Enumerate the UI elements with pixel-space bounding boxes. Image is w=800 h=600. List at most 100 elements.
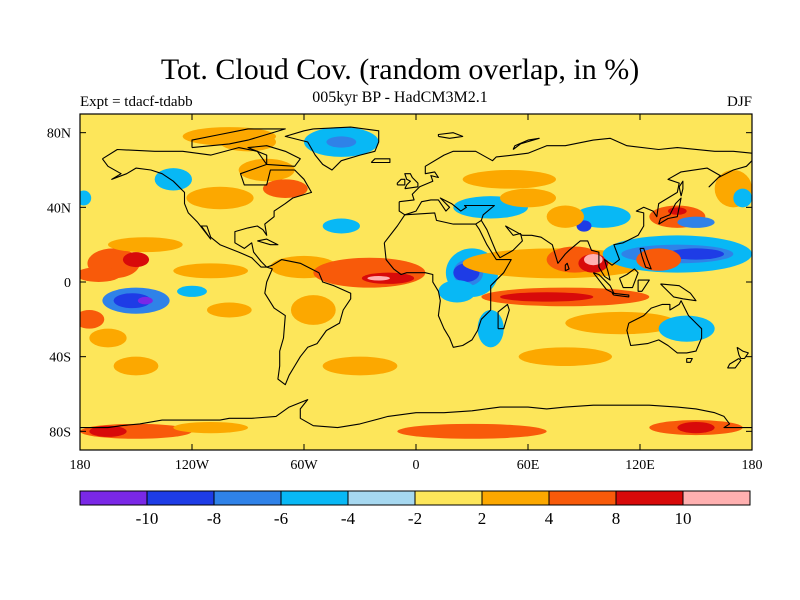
coastline-java: [611, 292, 630, 298]
colorbar-label-3: -4: [341, 509, 356, 528]
field-feature-57: [182, 127, 276, 146]
colorbar-box-7: [548, 490, 617, 506]
field-feature-45: [238, 158, 295, 182]
field-feature-60: [397, 423, 547, 439]
field-feature-43: [326, 136, 357, 148]
field-feature-51: [80, 190, 92, 206]
coastline-tasmania: [686, 357, 693, 363]
field-feature-50: [733, 188, 752, 208]
coastline-svalbard: [437, 132, 464, 139]
field-feature-13: [290, 295, 336, 325]
coastline-madagascar: [497, 303, 510, 330]
coastline-novaya-zemlya: [512, 137, 540, 150]
coastline-australia: [626, 300, 703, 354]
field-feature-52: [565, 311, 678, 335]
coastline-philippines: [639, 247, 652, 270]
season-label: DJF: [726, 94, 752, 110]
y-tick-label-4: 80S: [49, 425, 71, 440]
x-tick-label-2: 60W: [290, 458, 318, 473]
field-feature-5: [113, 293, 151, 309]
colorbar-box-8: [615, 490, 684, 506]
coastline-greenland: [284, 126, 380, 171]
colorbar-box-4: [347, 490, 416, 506]
field-feature-11: [108, 237, 183, 253]
colorbar-label-7: 8: [612, 509, 621, 528]
coastline-arabia-gap: [475, 219, 482, 225]
coastline-sakhalin: [678, 180, 684, 197]
colorbar-box-6: [481, 490, 550, 506]
y-tick-label-1: 40N: [47, 201, 71, 216]
field-feature-10: [206, 302, 252, 318]
field-feature-62: [677, 422, 715, 434]
colorbar-label-1: -8: [207, 509, 221, 528]
coastline-new-zealand-south: [727, 358, 742, 369]
field-feature-28: [584, 254, 603, 266]
colorbar-label-5: 2: [478, 509, 487, 528]
colorbar-box-1: [146, 490, 215, 506]
field-feature-1: [122, 252, 150, 268]
field-feature-2: [80, 267, 122, 282]
coastline-borneo: [618, 268, 639, 289]
colorbar-box-2: [213, 490, 282, 506]
field-feature-41: [462, 170, 556, 189]
x-tick-label-1: 120W: [175, 458, 210, 473]
coastline-new-guinea: [660, 283, 697, 302]
coastline-sumatra: [592, 272, 615, 294]
field-feature-46: [262, 179, 308, 199]
colorbar-box-5: [414, 490, 483, 506]
colorbar-box-0: [79, 490, 148, 506]
field-feature-25: [500, 292, 594, 302]
field-feature-7: [80, 310, 105, 329]
field-feature-40: [500, 188, 556, 208]
coastline-eurasia: [398, 137, 752, 281]
x-tick-label-6: 180: [742, 458, 763, 473]
field-feature-55: [322, 356, 398, 376]
field-feature-3: [173, 263, 248, 279]
field-base: [80, 114, 752, 450]
field-feature-21: [438, 280, 476, 303]
field-feature-35: [677, 216, 715, 228]
coastline-iceland: [370, 158, 391, 164]
y-tick-label-0: 80N: [47, 127, 71, 142]
field-feature-6: [137, 296, 153, 305]
colorbar-label-0: -10: [136, 509, 159, 528]
coastline-south-america: [264, 259, 352, 386]
cloud-cover-field: [80, 114, 752, 450]
x-axis: 180 120W 60W 0 60E 120E 180: [70, 114, 763, 473]
coastline-africa: [383, 212, 512, 348]
field-feature-53: [658, 315, 715, 342]
field-feature-14: [322, 218, 361, 234]
field-feature-17: [367, 276, 390, 281]
field-feature-59: [89, 425, 127, 437]
y-tick-label-2: 0: [64, 276, 71, 291]
experiment-label: Expt = tdacf-tdabb: [80, 94, 193, 110]
colorbar-label-8: 10: [675, 509, 692, 528]
coastline-arctic-islands: [191, 128, 286, 149]
coastline-cuba: [257, 238, 279, 246]
coastline-sri-lanka: [564, 262, 570, 272]
coastline-japan: [658, 197, 682, 225]
colorbar-box-3: [280, 490, 349, 506]
coastline-britain: [404, 173, 419, 190]
colorbar-label-6: 4: [545, 509, 554, 528]
field-feature-31: [668, 248, 724, 260]
colorbar: -10 -8 -6 -4 -2 2 4 8 10: [79, 490, 751, 528]
field-feature-9: [177, 285, 207, 297]
field-feature-48: [186, 186, 254, 210]
coastline-new-zealand: [736, 346, 749, 360]
field-feature-22: [477, 310, 504, 348]
coastline-antarctica: [80, 399, 752, 429]
coastlines: [80, 126, 752, 429]
field-feature-54: [113, 356, 159, 376]
x-tick-label-5: 120E: [625, 458, 655, 473]
map-title: Tot. Cloud Cov. (random overlap, in %): [160, 53, 640, 86]
coastline-ireland: [396, 178, 406, 186]
x-tick-label-4: 60E: [517, 458, 540, 473]
field-feature-38: [546, 205, 584, 228]
coastline-north-america: [101, 147, 313, 268]
field-feature-8: [89, 328, 127, 348]
field-feature-56: [518, 347, 612, 366]
y-tick-label-3: 40S: [49, 351, 71, 366]
coastline-sulawesi: [637, 279, 650, 292]
